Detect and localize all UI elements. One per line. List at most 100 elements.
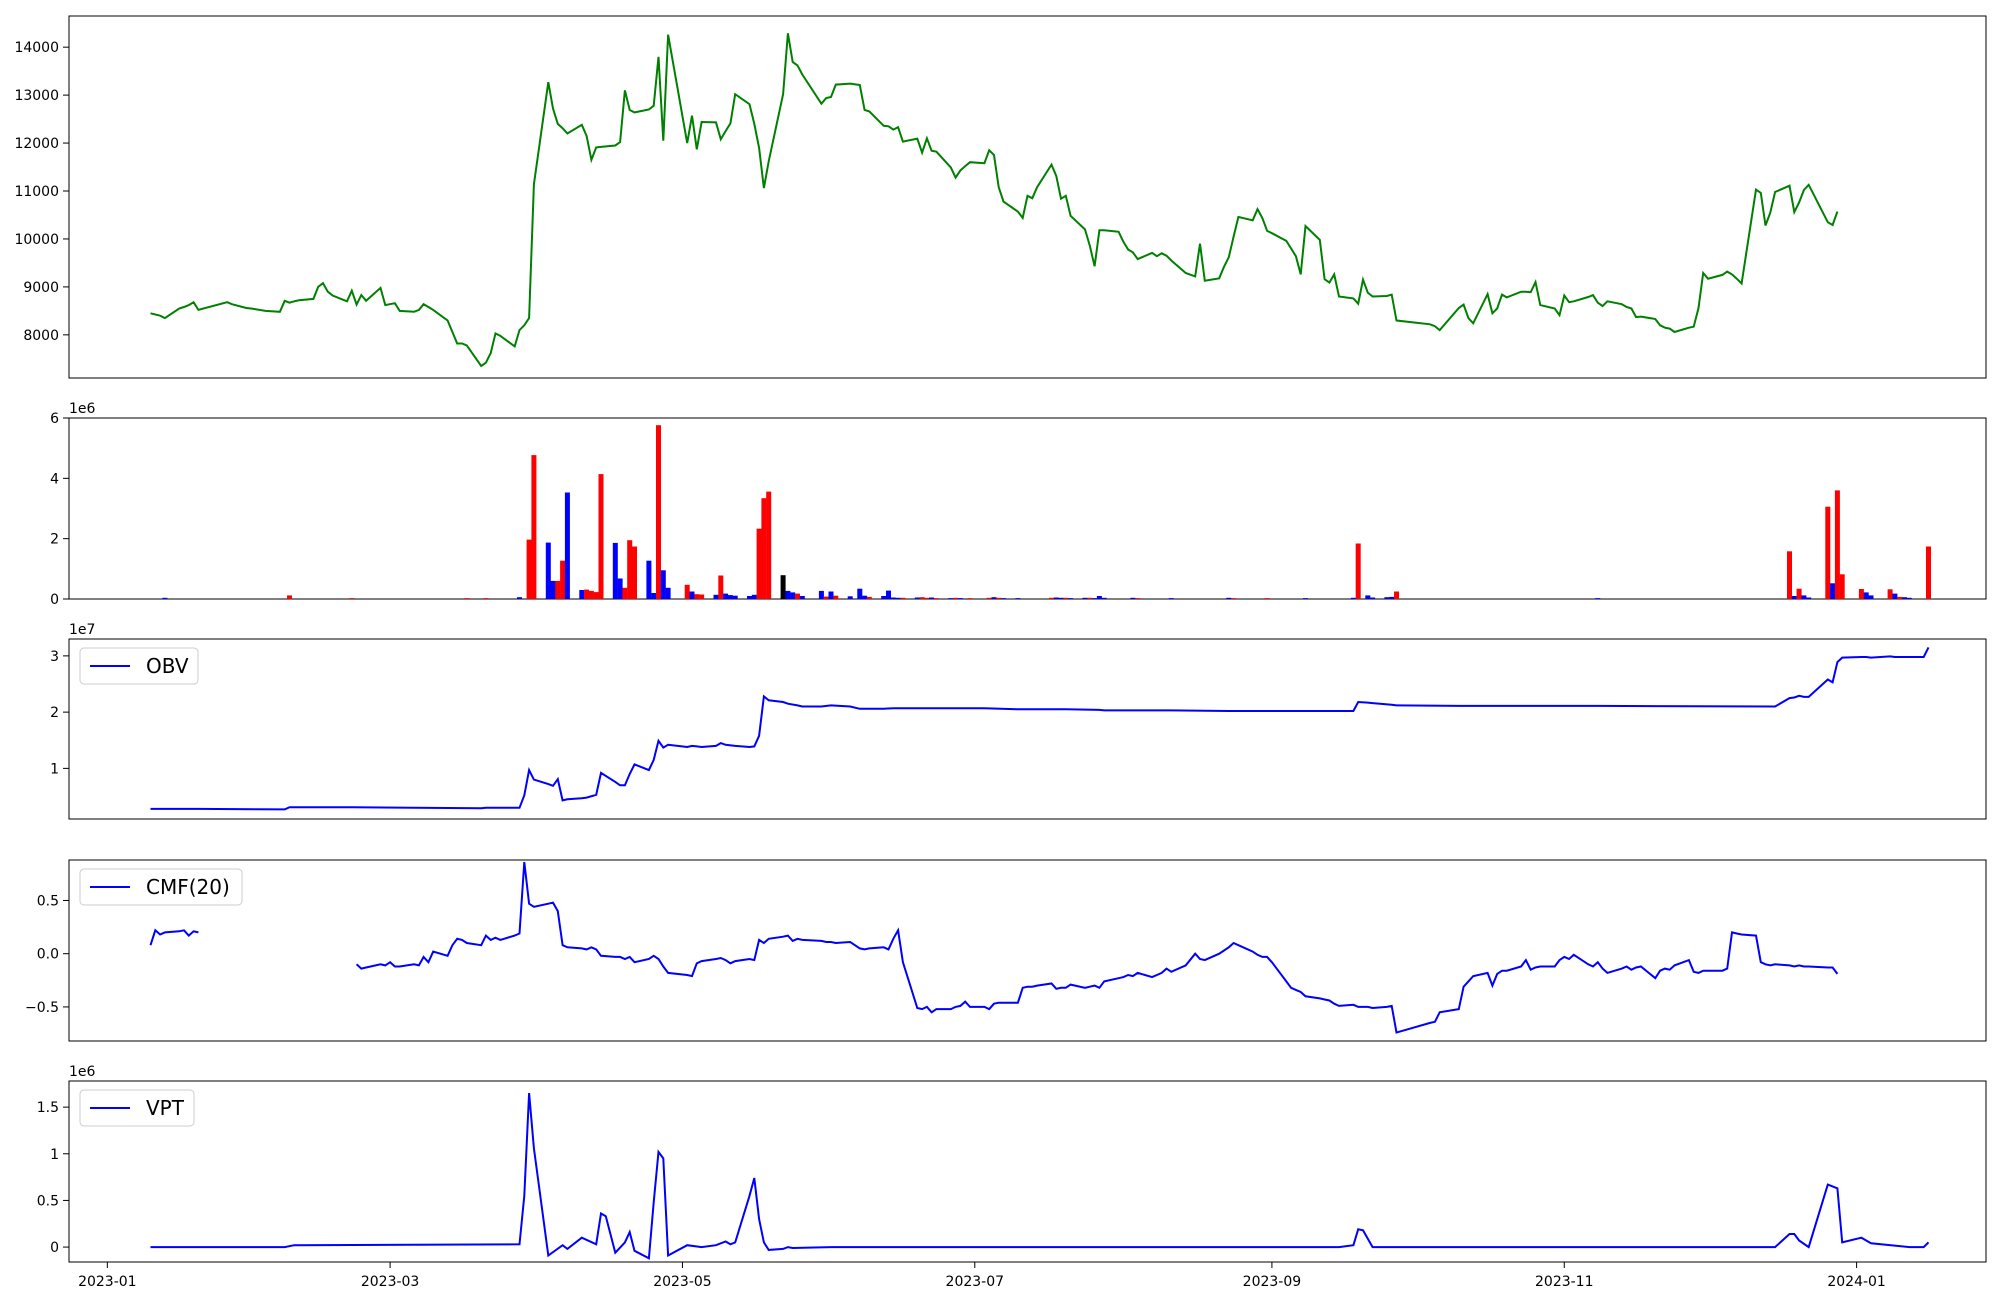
volume-bar <box>588 590 594 599</box>
cmf-ytick-label: 0.0 <box>37 947 59 963</box>
volume-bar <box>967 598 973 599</box>
volume-bar <box>1825 506 1831 599</box>
volume-bars <box>162 425 1931 599</box>
volume-bar <box>823 596 829 599</box>
volume-bar <box>1365 595 1371 599</box>
cmf-legend-box <box>79 868 243 906</box>
volume-bar <box>550 580 556 599</box>
volume-panel: 1e6 0 2 4 6 <box>50 401 1987 608</box>
volume-bar <box>1384 597 1390 599</box>
volume-bar <box>584 589 590 599</box>
volume-bar <box>1082 597 1088 599</box>
volume-bar <box>924 597 930 599</box>
volume-bar <box>1087 597 1093 599</box>
volume-bar <box>612 542 618 599</box>
volume-bar <box>593 592 599 599</box>
volume-bar <box>627 540 633 599</box>
volume-bar <box>622 587 628 599</box>
volume-bar <box>747 596 752 599</box>
volume-bar <box>957 598 963 599</box>
volume-bar <box>1801 595 1807 599</box>
volume-bar <box>914 597 920 599</box>
vpt-legend-box <box>79 1089 195 1127</box>
volume-bar <box>1264 598 1270 599</box>
price-ytick-label: 8000 <box>23 328 59 344</box>
price-ytick-label: 10000 <box>14 232 59 248</box>
volume-bar <box>1015 598 1021 599</box>
obv-ytick-label: 3 <box>50 649 59 665</box>
volume-bar <box>555 580 561 599</box>
price-ytick-label: 14000 <box>14 40 59 56</box>
volume-bar <box>665 587 671 599</box>
price-line <box>150 33 1839 368</box>
volume-bar <box>948 598 954 599</box>
volume-bar <box>660 570 666 599</box>
volume-bar <box>1902 597 1907 599</box>
cmf-panel: −0.5 0.0 0.5 CMF(20) <box>25 859 1987 1042</box>
vpt-line <box>150 1093 1930 1260</box>
volume-ytick-label: 2 <box>50 532 59 548</box>
volume-bar <box>162 597 168 599</box>
volume-bar <box>785 590 791 599</box>
x-tick-label: 2023-05 <box>653 1274 712 1290</box>
volume-bar <box>828 591 834 599</box>
vpt-ytick-label: 1 <box>50 1147 59 1163</box>
volume-bar <box>564 492 570 599</box>
volume-bar <box>1063 597 1069 599</box>
vpt-ytick-label: 1.5 <box>37 1100 59 1116</box>
volume-bar <box>526 539 532 599</box>
obv-ytick-label: 1 <box>50 761 59 777</box>
volume-bar <box>1058 597 1064 599</box>
obv-legend: OBV <box>79 647 199 685</box>
volume-ytick-label: 6 <box>50 411 59 427</box>
volume-bar <box>799 596 805 599</box>
volume-bar <box>656 425 661 599</box>
x-tick-label: 2023-11 <box>1535 1274 1594 1290</box>
volume-bar <box>862 595 868 599</box>
volume-bar <box>560 560 566 599</box>
volume-bar <box>1830 583 1836 599</box>
vpt-panel: 1e6 0 0.5 1 1.5 VPT <box>37 1064 1987 1263</box>
volume-bar <box>833 595 839 599</box>
volume-bar <box>900 597 906 599</box>
vpt-yticks: 0 0.5 1 1.5 <box>37 1100 69 1256</box>
volume-bar <box>1303 598 1308 599</box>
volume-bar <box>756 528 762 599</box>
volume-bar <box>723 593 729 599</box>
volume-bar <box>991 597 997 599</box>
volume-bar <box>895 597 901 599</box>
volume-bar <box>1049 597 1054 599</box>
volume-bar <box>761 498 767 599</box>
volume-bar <box>996 597 1002 599</box>
volume-bar <box>579 590 585 599</box>
volume-bar <box>886 590 891 599</box>
volume-bar <box>795 593 800 599</box>
volume-bar <box>929 597 935 599</box>
volume-bar <box>1834 490 1840 599</box>
obv-plot-frame <box>68 638 1987 820</box>
price-plot-frame <box>68 15 1987 379</box>
volume-bar <box>866 596 872 599</box>
price-ytick-label: 11000 <box>14 184 59 200</box>
volume-bar <box>1135 598 1141 599</box>
volume-bar <box>790 592 796 599</box>
cmf-ytick-label: 0.5 <box>37 893 59 909</box>
volume-bar <box>632 546 637 599</box>
vpt-legend: VPT <box>79 1089 195 1127</box>
volume-bar <box>287 595 292 599</box>
price-panel: 8000 9000 10000 11000 12000 13000 14000 <box>14 15 1987 379</box>
volume-bar <box>1370 597 1376 599</box>
volume-bar <box>1226 597 1232 599</box>
cmf-plot-frame <box>68 859 1987 1042</box>
volume-bar <box>953 597 959 599</box>
volume-bar <box>684 584 690 599</box>
cmf-legend: CMF(20) <box>79 868 243 906</box>
volume-bar <box>1787 551 1792 599</box>
volume-bar <box>919 597 925 599</box>
volume-bar <box>751 594 757 599</box>
volume-bar <box>1001 598 1006 599</box>
obv-legend-label: OBV <box>146 654 189 678</box>
volume-bar <box>1863 592 1869 599</box>
volume-bar <box>1858 589 1864 599</box>
volume-bar <box>727 595 733 599</box>
